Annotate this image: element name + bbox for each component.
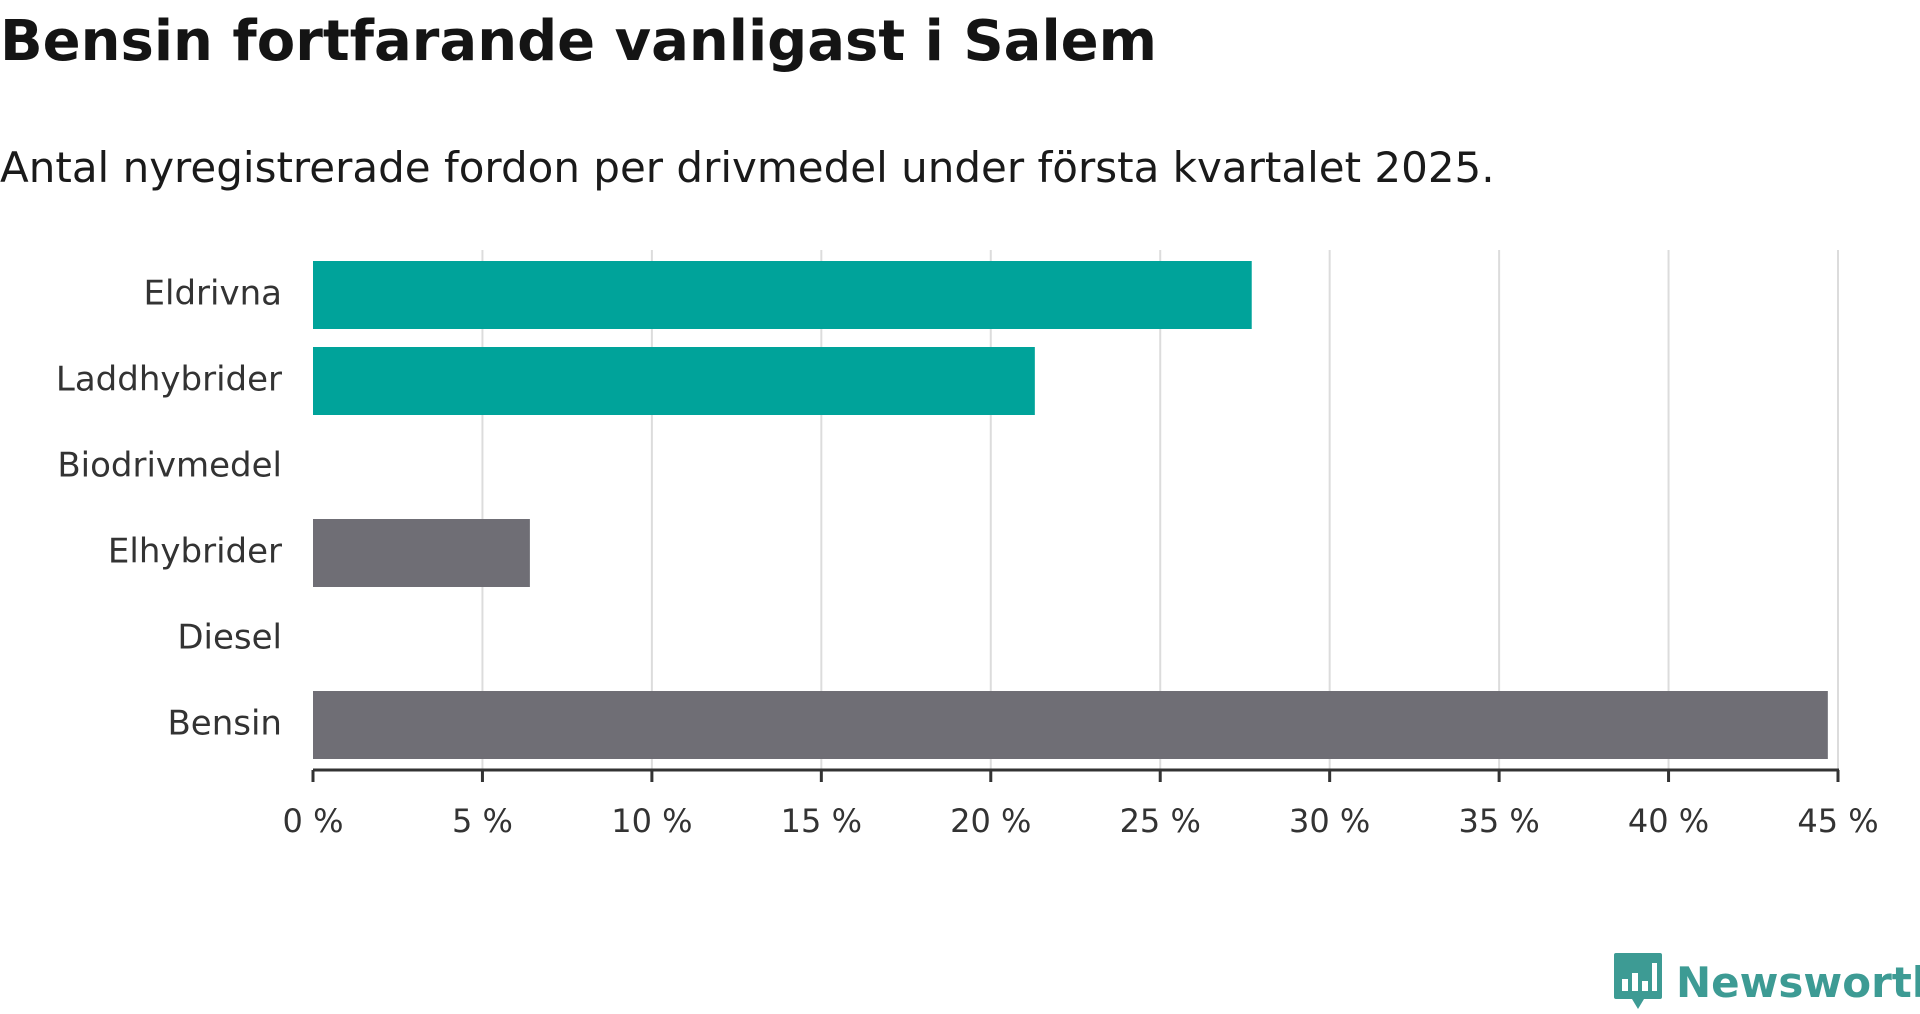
x-tick-label: 20 % [950,802,1031,840]
category-labels: Eldrivna Laddhybrider Biodrivmedel Elhybrid… [56,274,282,744]
x-tick-label: 15 % [781,802,862,840]
bar-laddhybrider [313,347,1035,415]
x-tick-label: 10 % [611,802,692,840]
x-axis: 0 % 5 % 10 % 15 % 20 % 25 % 30 % 35 % 40 % 45 % [283,768,1879,840]
bar-bensin [313,691,1828,759]
bar-elhybrider [313,519,530,587]
category-label: Bensin [167,704,282,744]
brand-logo[interactable]: Newsworthy [1612,950,1920,1014]
x-tick-label: 0 % [283,802,344,840]
x-tick-label: 30 % [1289,802,1370,840]
chart-subtitle: Antal nyregistrerade fordon per drivmede… [0,143,1495,192]
brand-name: Newsworthy [1676,957,1920,1007]
category-label: Biodrivmedel [57,446,282,486]
bar-eldrivna [313,261,1252,329]
category-label: Diesel [177,618,282,658]
gridlines [481,250,1839,770]
category-label: Elhybrider [108,532,282,572]
x-tick-label: 25 % [1120,802,1201,840]
x-tick-label: 5 % [452,802,513,840]
category-label: Laddhybrider [56,360,282,400]
x-tick-label: 40 % [1628,802,1709,840]
x-tick-label: 35 % [1458,802,1539,840]
category-label: Eldrivna [144,274,282,314]
newsworthy-logo-icon [1614,953,1662,1009]
bars [313,261,1828,759]
bar-chart: 0 % 5 % 10 % 15 % 20 % 25 % 30 % 35 % 40 % 45 % E… [56,250,1879,840]
chart-title: Bensin fortfarande vanligast i Salem [0,9,1157,74]
x-tick-label: 45 % [1797,802,1878,840]
